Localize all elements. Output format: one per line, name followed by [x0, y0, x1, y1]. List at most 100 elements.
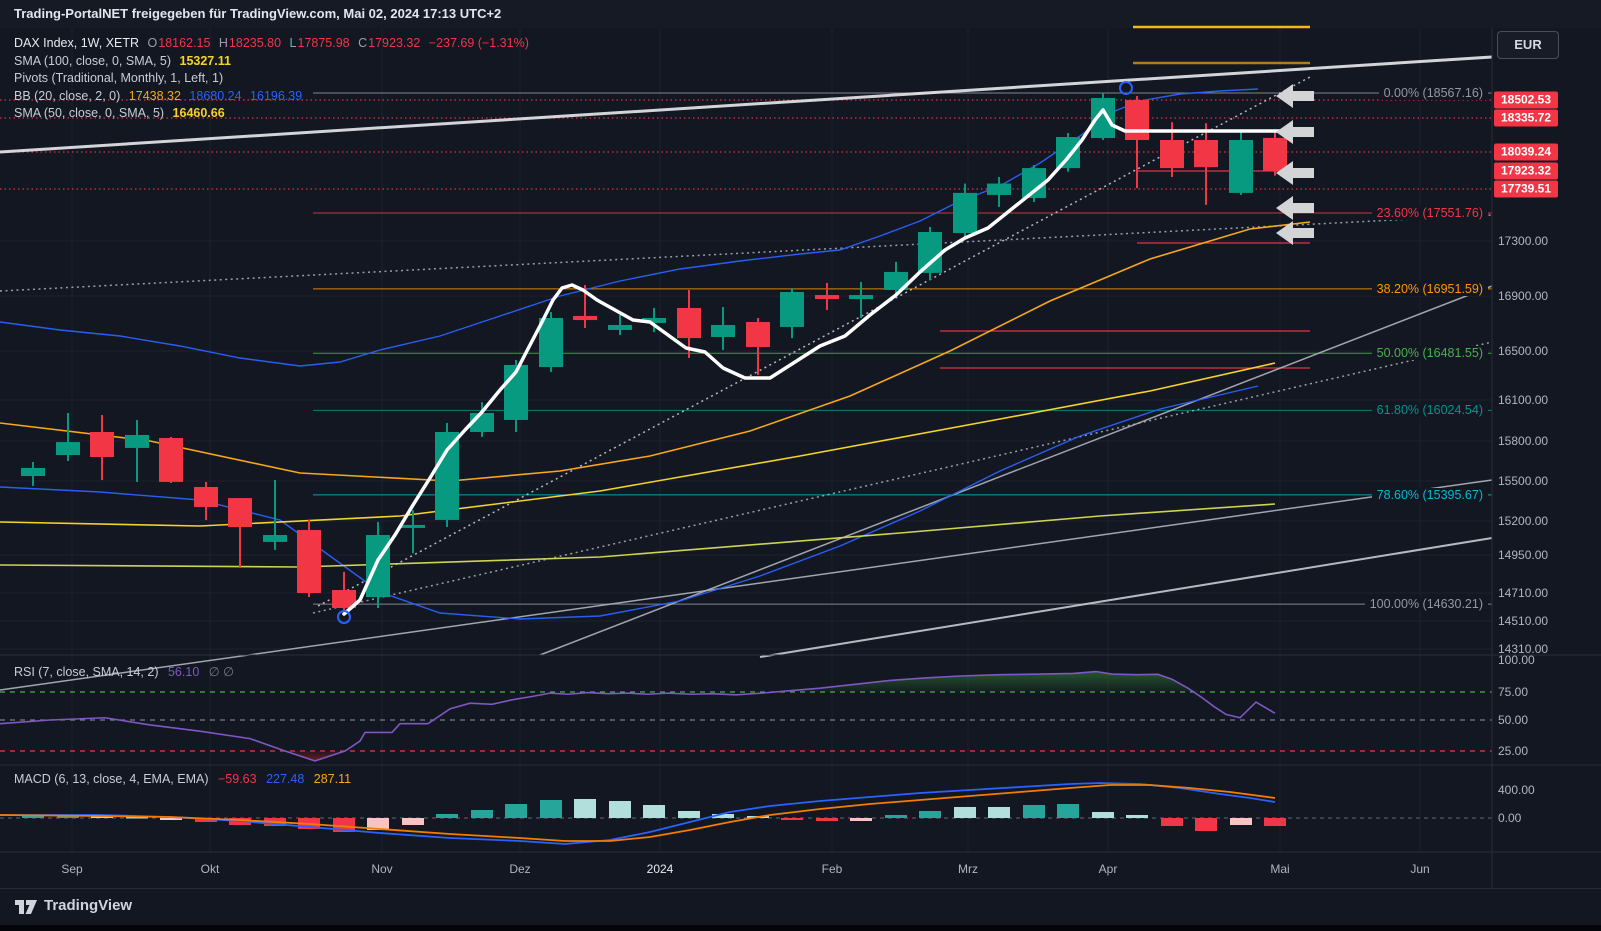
macd-histogram-bar — [195, 818, 217, 822]
macd-histogram-bar — [1230, 818, 1252, 825]
candle-body[interactable] — [711, 325, 735, 337]
tradingview-brand[interactable]: TradingView — [44, 897, 133, 914]
macd-legend-row[interactable]: MACD (6, 13, close, 4, EMA, EMA) −59.63 … — [14, 772, 357, 786]
macd-line-value: 227.48 — [266, 772, 305, 786]
symbol-title: DAX Index, 1W, XETR — [14, 36, 140, 50]
sharing-header: Trading-PortalNET freigegeben für Tradin… — [0, 0, 1601, 28]
candle-body[interactable] — [1056, 137, 1080, 169]
macd-histogram-bar — [1092, 812, 1114, 818]
left-arrow-marker[interactable] — [1276, 196, 1314, 220]
macd-signal-value: 287.11 — [313, 772, 352, 786]
legend-sma100-row[interactable]: SMA (100, close, 0, SMA, 5) 15327.11 — [14, 54, 534, 72]
macd-label: MACD (6, 13, close, 4, EMA, EMA) — [14, 772, 209, 786]
macd-histogram-bar — [885, 815, 907, 818]
candle-body[interactable] — [987, 183, 1011, 195]
candle-body[interactable] — [1263, 137, 1287, 171]
macd-histogram-bar — [1126, 815, 1148, 818]
macd-histogram-bar — [1023, 805, 1045, 818]
close-value: 17923.32 — [368, 36, 421, 50]
sma100-label: SMA (100, close, 0, SMA, 5) — [14, 53, 172, 68]
candle-body[interactable] — [1229, 139, 1253, 193]
legend-bb-row[interactable]: BB (20, close, 2, 0) 17438.32 18680.24 1… — [14, 89, 534, 107]
macd-histogram-bar — [126, 817, 148, 819]
candle-body[interactable] — [297, 529, 321, 593]
legend-sma50-row[interactable]: SMA (50, close, 0, SMA, 5) 16460.66 — [14, 106, 534, 124]
circle-marker[interactable] — [337, 610, 351, 624]
candle-body[interactable] — [21, 467, 45, 477]
macd-hist-value: −59.63 — [217, 772, 257, 786]
candle-body[interactable] — [1160, 139, 1184, 169]
rsi-line — [0, 670, 1276, 762]
header-title: Trading-PortalNET freigegeben für Tradin… — [14, 6, 502, 21]
macd-histogram-bar — [367, 818, 389, 830]
rsi-oversold-fill — [0, 751, 1275, 761]
candle-body[interactable] — [1194, 139, 1218, 168]
left-arrow-marker[interactable] — [1276, 161, 1314, 185]
candle-body[interactable] — [159, 437, 183, 482]
footer-bar: TradingView — [0, 888, 1601, 926]
candle-body[interactable] — [884, 271, 908, 290]
candle-body[interactable] — [263, 535, 287, 542]
macd-histogram-bar — [22, 815, 44, 818]
tradingview-logo-icon[interactable] — [14, 895, 38, 919]
white-ma-line — [342, 108, 1282, 616]
candle-body[interactable] — [401, 524, 425, 528]
candle-body[interactable] — [125, 434, 149, 448]
close-label: C — [358, 36, 368, 50]
candle-body[interactable] — [194, 487, 218, 507]
trendline — [0, 479, 1493, 691]
candle-body[interactable] — [435, 431, 459, 520]
low-label: L — [289, 36, 297, 50]
rsi-label: RSI (7, close, SMA, 14, 2) — [14, 665, 159, 679]
candle-body[interactable] — [642, 318, 666, 323]
candle-body[interactable] — [849, 295, 873, 300]
open-value: 18162.15 — [158, 36, 211, 50]
rsi-value: 56.10 — [167, 665, 200, 679]
macd-histogram-bar — [678, 811, 700, 818]
candle-body[interactable] — [56, 442, 80, 455]
macd-histogram-bar — [919, 811, 941, 818]
trendline — [759, 537, 1493, 658]
change-value: −237.69 (−1.31%) — [428, 36, 529, 50]
candle-body[interactable] — [815, 295, 839, 300]
circle-marker[interactable] — [1119, 81, 1133, 95]
low-value: 17875.98 — [297, 36, 350, 50]
candle-body[interactable] — [90, 431, 114, 457]
bb-lower-band — [0, 385, 1259, 620]
macd-histogram-bar — [1161, 818, 1183, 826]
candle-body[interactable] — [228, 498, 252, 527]
candle-body[interactable] — [608, 325, 632, 330]
currency-button[interactable]: EUR — [1497, 31, 1559, 59]
macd-signal-line — [0, 784, 1276, 842]
candle-body[interactable] — [1125, 100, 1149, 140]
candle-body[interactable] — [332, 589, 356, 608]
candle-body[interactable] — [746, 321, 770, 348]
macd-histogram-bar — [988, 807, 1010, 818]
macd-histogram-bar — [1264, 818, 1286, 826]
candle-body[interactable] — [573, 315, 597, 321]
rsi-legend-row[interactable]: RSI (7, close, SMA, 14, 2) 56.10 ∅ ∅ — [14, 664, 240, 679]
candle-body[interactable] — [780, 292, 804, 327]
macd-histogram-bar — [160, 818, 182, 820]
main-legend: DAX Index, 1W, XETR O18162.15 H18235.80 … — [14, 36, 534, 124]
candle-body[interactable] — [366, 535, 390, 598]
candle-body[interactable] — [918, 231, 942, 273]
trendline — [539, 285, 1493, 656]
legend-pivots-row[interactable]: Pivots (Traditional, Monthly, 1, Left, 1… — [14, 71, 534, 89]
left-arrow-marker[interactable] — [1276, 84, 1314, 108]
macd-histogram-bar — [712, 814, 734, 818]
left-arrow-marker[interactable] — [1276, 120, 1314, 144]
macd-histogram-bar — [1057, 804, 1079, 818]
left-arrow-marker[interactable] — [1276, 221, 1314, 245]
candle-body[interactable] — [953, 192, 977, 233]
macd-histogram-bar — [471, 810, 493, 818]
sma100-value: 15327.11 — [179, 53, 231, 68]
candle-body[interactable] — [677, 307, 701, 339]
legend-symbol-row[interactable]: DAX Index, 1W, XETR O18162.15 H18235.80 … — [14, 36, 534, 54]
macd-histogram-bar — [643, 805, 665, 818]
bb-label: BB (20, close, 2, 0) — [14, 88, 121, 103]
macd-histogram-bar — [505, 804, 527, 818]
candle-body[interactable] — [539, 318, 563, 368]
macd-histogram-bar — [954, 807, 976, 818]
